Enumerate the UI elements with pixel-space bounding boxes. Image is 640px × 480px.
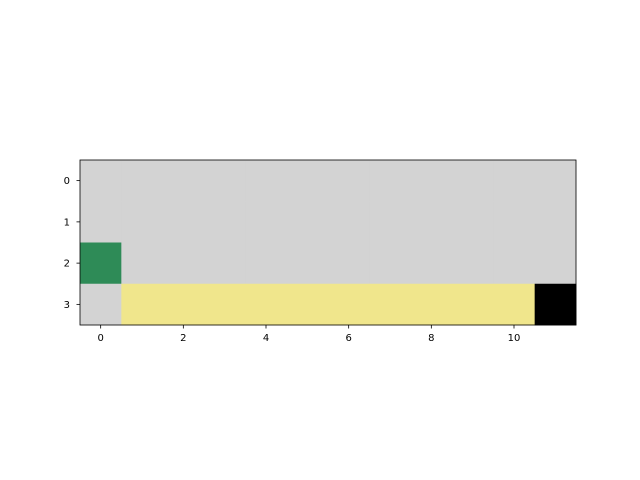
cell-empty — [286, 160, 329, 202]
y-tick-label: 1 — [64, 217, 70, 228]
x-tick-label: 8 — [428, 333, 434, 344]
cell-empty — [410, 160, 453, 202]
cell-empty — [452, 201, 494, 243]
cell-empty — [204, 201, 246, 243]
cell-cliff — [452, 283, 494, 326]
cell-empty — [493, 201, 536, 243]
cell-empty — [369, 242, 412, 285]
cell-cliff — [369, 283, 412, 326]
cell-empty — [162, 201, 205, 243]
cell-cliff — [286, 283, 329, 326]
cell-cliff — [410, 283, 453, 326]
x-tick-label: 10 — [508, 333, 521, 344]
cell-empty — [245, 201, 288, 243]
cell-empty — [80, 160, 122, 202]
cell-empty — [452, 242, 494, 285]
cell-empty — [80, 283, 122, 326]
cell-cliff — [162, 283, 205, 326]
cell-empty — [162, 242, 205, 285]
cell-empty — [245, 160, 288, 202]
cell-empty — [204, 242, 246, 285]
y-tick-label: 3 — [64, 300, 70, 311]
cell-empty — [410, 201, 453, 243]
cell-empty — [286, 242, 329, 285]
cell-cliff — [493, 283, 536, 326]
cell-goal — [534, 283, 577, 326]
cell-empty — [493, 160, 536, 202]
cell-start — [80, 242, 122, 285]
cell-empty — [369, 201, 412, 243]
cell-cliff — [245, 283, 288, 326]
axis-ticks: 0 2 4 6 8 10 0 1 2 3 — [64, 176, 521, 344]
cell-empty — [534, 242, 577, 285]
cell-empty — [162, 160, 205, 202]
cell-empty — [534, 160, 577, 202]
x-tick-label: 6 — [345, 333, 351, 344]
cell-empty — [534, 201, 577, 243]
cell-empty — [493, 242, 536, 285]
cell-cliff — [204, 283, 246, 326]
cell-empty — [328, 160, 370, 202]
cell-empty — [121, 160, 164, 202]
cell-empty — [452, 160, 494, 202]
x-tick-label: 4 — [263, 333, 269, 344]
cell-empty — [328, 201, 370, 243]
cell-empty — [204, 160, 246, 202]
cell-empty — [245, 242, 288, 285]
cell-cliff — [121, 283, 164, 326]
y-tick-label: 0 — [64, 176, 70, 187]
y-tick-label: 2 — [64, 259, 70, 270]
cell-empty — [80, 201, 122, 243]
plot-frame — [79, 159, 577, 326]
x-tick-label: 0 — [97, 333, 103, 344]
cell-empty — [121, 201, 164, 243]
cell-empty — [410, 242, 453, 285]
cell-empty — [286, 201, 329, 243]
cell-empty — [369, 160, 412, 202]
x-tick-label: 2 — [180, 333, 186, 344]
cell-cliff — [328, 283, 370, 326]
cell-empty — [121, 242, 164, 285]
grid-cells — [80, 160, 577, 326]
cell-empty — [328, 242, 370, 285]
